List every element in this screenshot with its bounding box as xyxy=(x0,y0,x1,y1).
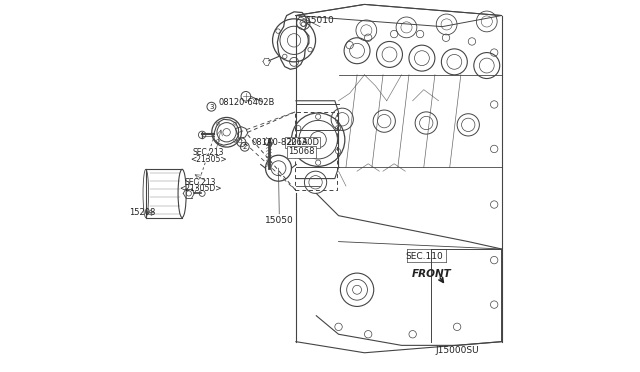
Text: 081A0-8201A: 081A0-8201A xyxy=(252,138,308,147)
Text: 08120-6402B: 08120-6402B xyxy=(218,98,275,107)
Text: 22630D: 22630D xyxy=(286,138,319,147)
Text: SEC.213: SEC.213 xyxy=(185,178,216,187)
Text: 22630D: 22630D xyxy=(286,138,319,147)
Text: SEC.110: SEC.110 xyxy=(405,252,443,261)
Text: FRONT: FRONT xyxy=(412,269,451,279)
Text: 3: 3 xyxy=(209,104,214,110)
Text: <21305>: <21305> xyxy=(190,155,227,164)
Text: J15000SU: J15000SU xyxy=(435,346,479,355)
Text: 2: 2 xyxy=(243,144,247,150)
Text: 15208: 15208 xyxy=(129,208,156,217)
Text: 15050: 15050 xyxy=(265,216,294,225)
Text: 15068: 15068 xyxy=(288,147,314,156)
Text: 15010: 15010 xyxy=(306,16,334,25)
Text: <21305D>: <21305D> xyxy=(179,185,222,193)
Text: SEC.213: SEC.213 xyxy=(193,148,224,157)
